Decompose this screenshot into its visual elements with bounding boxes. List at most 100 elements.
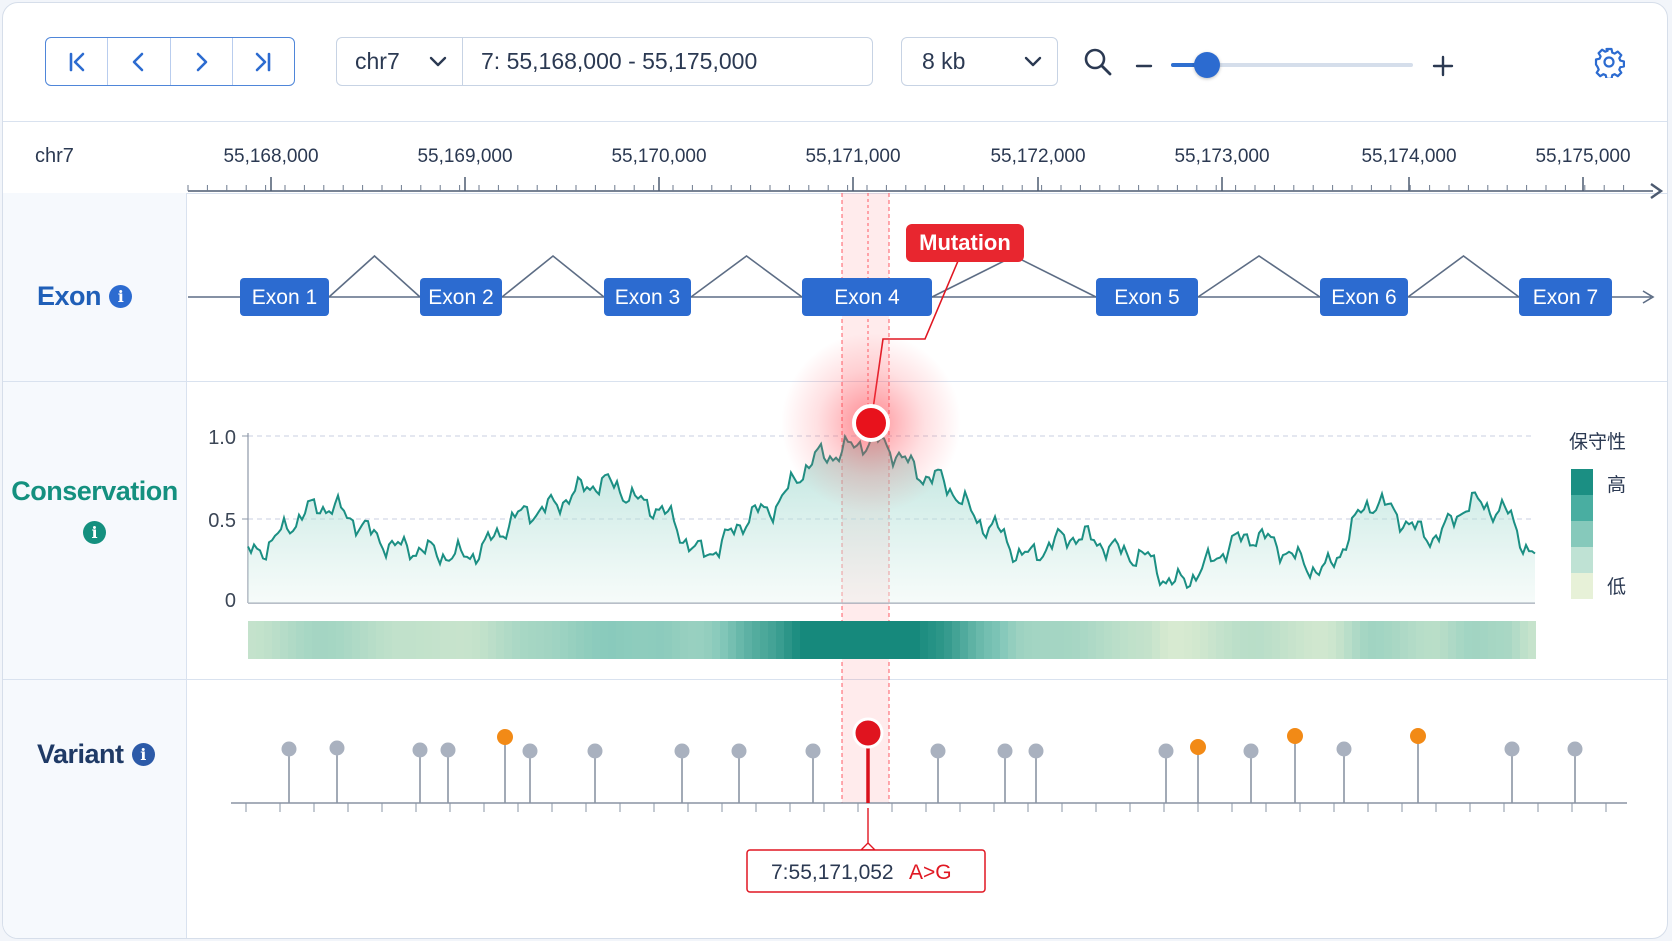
heatmap-cell <box>368 621 376 659</box>
info-icon[interactable]: i <box>83 521 106 544</box>
exon-rect <box>802 278 932 316</box>
variant-lollipop[interactable] <box>997 743 1013 804</box>
heatmap-cell <box>1448 621 1456 659</box>
exon-block[interactable]: Exon 2 <box>420 278 502 316</box>
heatmap-cell <box>696 621 704 659</box>
heatmap-cell <box>248 621 256 659</box>
heatmap-cell <box>392 621 400 659</box>
heatmap-cell <box>744 621 752 659</box>
conservation-heatmap-strip <box>248 621 1536 659</box>
intron-connector <box>501 254 605 298</box>
variant-lollipop[interactable] <box>1567 741 1583 804</box>
intron-connector <box>328 254 421 298</box>
variant-lollipop[interactable] <box>587 743 603 804</box>
exon-track: Exon 1 Exon 2 Exon 3 Exon 4 Exon 5 Exon 6 Exon… <box>188 254 1655 316</box>
variant-lollipop[interactable] <box>1028 743 1044 804</box>
heatmap-cell <box>296 621 304 659</box>
heatmap-cell <box>560 621 568 659</box>
heatmap-cell <box>968 621 976 659</box>
heatmap-cell <box>1488 621 1496 659</box>
toolbar: chr7 7: 55,168,000 - 55,175,000 8 kb <box>3 3 1667 122</box>
heatmap-cell <box>1360 621 1368 659</box>
heatmap-cell <box>1304 621 1312 659</box>
chromosome-select[interactable]: chr7 <box>337 38 463 85</box>
variant-lollipop[interactable] <box>412 742 428 804</box>
variant-lollipop[interactable] <box>329 740 345 804</box>
notable-variant-lollipop[interactable] <box>497 729 513 803</box>
notable-variant-lollipop[interactable] <box>1410 728 1426 803</box>
heatmap-cell <box>720 621 728 659</box>
heatmap-cell <box>1344 621 1352 659</box>
heatmap-cell <box>448 621 456 659</box>
exon-block[interactable]: Exon 1 <box>240 278 329 316</box>
heatmap-cell <box>488 621 496 659</box>
heatmap-cell <box>776 621 784 659</box>
heatmap-cell <box>1088 621 1096 659</box>
exon-rect <box>240 278 329 316</box>
legend-swatch <box>1571 573 1593 599</box>
variant-lollipop[interactable] <box>1504 741 1520 804</box>
heatmap-cell <box>1296 621 1304 659</box>
search-icon[interactable] <box>1083 47 1113 77</box>
conservation-legend-title: 保守性 <box>1569 431 1626 453</box>
heatmap-cell <box>1096 621 1104 659</box>
heatmap-cell <box>768 621 776 659</box>
heatmap-cell <box>928 621 936 659</box>
zoom-slider-thumb[interactable] <box>1194 52 1221 78</box>
variant-lollipop[interactable] <box>1336 741 1352 804</box>
variant-lollipop[interactable] <box>440 742 456 804</box>
variant-lollipop[interactable] <box>522 743 538 804</box>
variant-track: 7:55,171,052 A>G <box>231 717 1627 893</box>
variant-lollipop[interactable] <box>1243 743 1259 804</box>
variant-track-label: Variant i <box>37 739 155 770</box>
zoom-out-icon[interactable] <box>1133 55 1155 77</box>
conservation-legend-scale <box>1571 469 1593 599</box>
exon-block[interactable]: Exon 5 <box>1096 278 1198 316</box>
exon-label: Exon 2 <box>428 286 493 309</box>
heatmap-cell <box>456 621 464 659</box>
jump-to-end-button[interactable] <box>233 38 294 85</box>
zoom-slider[interactable] <box>1171 52 1413 78</box>
conservation-track: 1.0 0.5 0 保守性 高 低 <box>208 427 1626 659</box>
heatmap-cell <box>304 621 312 659</box>
heatmap-cell <box>1248 621 1256 659</box>
notable-variant-lollipop[interactable] <box>1190 739 1206 803</box>
exon-block[interactable]: Exon 6 <box>1320 278 1408 316</box>
heatmap-cell <box>336 621 344 659</box>
heatmap-cell <box>1144 621 1152 659</box>
notable-variant-lollipop[interactable] <box>1287 728 1303 803</box>
heatmap-cell <box>896 621 904 659</box>
info-icon[interactable]: i <box>109 285 133 308</box>
info-icon[interactable]: i <box>131 743 155 766</box>
variant-lollipop[interactable] <box>930 743 946 804</box>
legend-swatch <box>1571 495 1593 521</box>
heatmap-cell <box>584 621 592 659</box>
chromosome-select-value: chr7 <box>355 48 400 74</box>
variant-lollipop[interactable] <box>805 743 821 804</box>
next-button[interactable] <box>171 38 233 85</box>
variant-lollipop[interactable] <box>281 741 297 804</box>
zoom-in-icon[interactable] <box>1431 54 1455 78</box>
jump-to-start-button[interactable] <box>46 38 109 85</box>
variant-tooltip-position: 7:55,171,052 <box>771 861 894 884</box>
heatmap-cell <box>432 621 440 659</box>
variant-lollipop[interactable] <box>731 743 747 804</box>
heatmap-cell <box>1008 621 1016 659</box>
heatmap-cell <box>976 621 984 659</box>
heatmap-cell <box>1336 621 1344 659</box>
variant-lollipop[interactable] <box>1158 743 1174 804</box>
heatmap-cell <box>1048 621 1056 659</box>
heatmap-cell <box>512 621 520 659</box>
window-size-select[interactable]: 8 kb <box>901 37 1058 86</box>
previous-button[interactable] <box>108 38 171 85</box>
variant-lollipop[interactable] <box>674 743 690 804</box>
exon-block[interactable]: Exon 3 <box>604 278 691 316</box>
locus-input[interactable]: 7: 55,168,000 - 55,175,000 <box>481 48 758 74</box>
exon-label: Exon 7 <box>1533 286 1598 309</box>
chevron-down-icon <box>1024 56 1042 67</box>
heatmap-cell <box>1328 621 1336 659</box>
exon-block[interactable]: Exon 7 <box>1519 278 1612 316</box>
heatmap-cell <box>1456 621 1464 659</box>
gear-icon[interactable] <box>1593 46 1625 78</box>
exon-block[interactable]: Exon 4 <box>802 278 932 316</box>
